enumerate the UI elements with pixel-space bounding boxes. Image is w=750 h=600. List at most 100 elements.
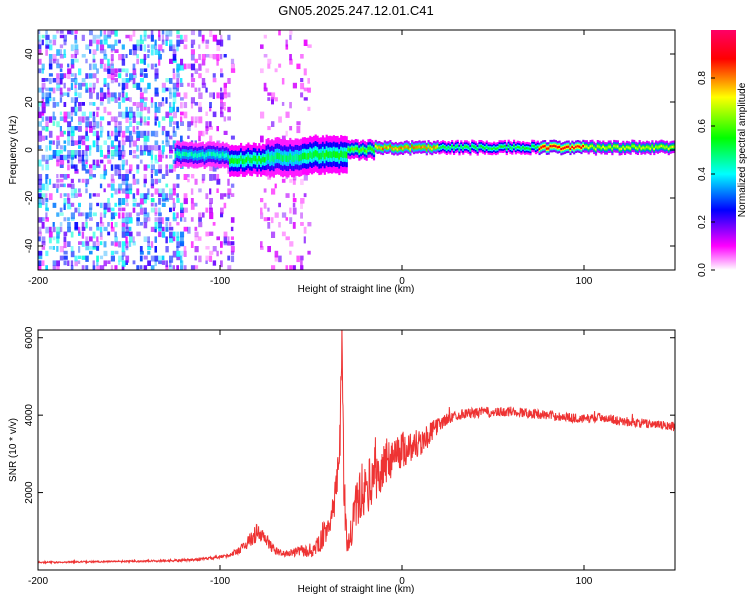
spectrogram-noise-cell: [227, 34, 231, 41]
spectrogram-noise-cell: [143, 145, 148, 152]
spectrogram-noise-cell: [169, 30, 173, 37]
spectrogram-noise-cell: [223, 102, 226, 107]
spectrogram-noise-cell: [132, 178, 137, 185]
spectrogram-noise-cell: [85, 44, 90, 50]
spectrogram-noise-cell: [169, 92, 173, 99]
spectrogram-noise-cell: [74, 82, 77, 89]
spectrogram-noise-cell: [180, 97, 184, 101]
spectrogram-noise-cell: [292, 193, 295, 198]
spectrogram-noise-cell: [147, 217, 151, 222]
spectrogram-noise-cell: [132, 130, 137, 135]
spectrogram-signal-cell: [614, 145, 618, 148]
spectrogram-noise-cell: [45, 135, 48, 140]
spectrogram-signal-cell: [376, 146, 379, 149]
spectrogram-noise-cell: [139, 97, 145, 103]
spectrogram-noise-cell: [121, 222, 126, 227]
spectrogram-noise-cell: [183, 92, 188, 99]
spectrogram-noise-cell: [205, 130, 209, 135]
spectrogram-signal-cell: [269, 155, 272, 163]
spectrogram-signal-cell: [200, 152, 203, 157]
spectrogram-signal-cell: [300, 154, 303, 161]
spectrogram-noise-cell: [45, 217, 49, 222]
spectrogram-noise-cell: [209, 207, 213, 213]
spectrogram-noise-cell: [180, 63, 185, 71]
spectrogram-noise-cell: [303, 226, 307, 234]
spectrogram-noise-cell: [278, 116, 282, 123]
spectrogram-noise-cell: [201, 78, 206, 85]
spectrogram-y-tick-label: -20: [24, 190, 35, 205]
spectrogram-noise-cell: [139, 92, 144, 99]
spectrogram-noise-cell: [139, 250, 144, 255]
spectrogram-noise-cell: [285, 265, 289, 270]
spectrogram-signal-cell: [294, 153, 297, 161]
spectrogram-noise-cell: [161, 150, 165, 155]
spectrogram-signal-cell: [445, 147, 448, 150]
spectrogram-noise-cell: [63, 217, 67, 222]
spectrogram-noise-cell: [103, 39, 108, 45]
spectrogram-noise-cell: [70, 159, 74, 167]
spectrogram-noise-cell: [85, 116, 90, 121]
spectrogram-noise-cell: [121, 198, 126, 205]
spectrogram-noise-cell: [78, 68, 82, 76]
spectrogram-noise-cell: [85, 145, 90, 151]
spectrogram-noise-cell: [212, 174, 217, 181]
spectrogram-noise-cell: [143, 236, 147, 242]
spectrogram-noise-cell: [67, 174, 70, 179]
spectrogram-noise-cell: [183, 34, 188, 42]
spectrogram-noise-cell: [205, 260, 208, 264]
spectrogram-noise-cell: [136, 212, 140, 217]
spectrogram-noise-cell: [216, 174, 220, 181]
spectrogram-noise-cell: [216, 178, 221, 185]
spectrogram-signal-cell: [653, 147, 656, 150]
spectrogram-signal-cell: [480, 145, 483, 148]
spectrogram-noise-cell: [38, 178, 43, 185]
spectrogram-signal-cell: [547, 147, 550, 150]
spectrogram-noise-cell: [154, 260, 157, 267]
spectrogram-noise-cell: [81, 135, 86, 140]
spectrogram-noise-cell: [172, 202, 176, 209]
spectrogram-noise-cell: [227, 178, 230, 186]
spectrogram-noise-cell: [220, 207, 224, 215]
spectrogram-signal-cell: [285, 155, 288, 162]
spectrogram-noise-cell: [150, 265, 155, 270]
spectrogram-noise-cell: [129, 164, 133, 172]
spectrogram-noise-cell: [205, 246, 210, 250]
spectrogram-noise-cell: [263, 217, 268, 222]
spectrogram-noise-cell: [161, 145, 165, 152]
spectrogram-y-tick-label: 0: [24, 147, 35, 153]
spectrogram-noise-cell: [74, 106, 78, 112]
spectrogram-signal-cell: [283, 154, 286, 161]
spectrogram-noise-cell: [45, 116, 49, 121]
spectrogram-noise-cell: [114, 135, 118, 142]
spectrogram-noise-cell: [158, 49, 161, 57]
spectrogram-noise-cell: [48, 44, 53, 51]
spectrogram-noise-cell: [307, 250, 311, 255]
spectrogram-noise-cell: [121, 92, 125, 98]
spectrogram-noise-cell: [74, 92, 78, 97]
spectrogram-noise-cell: [78, 207, 81, 214]
spectrogram-noise-cell: [169, 58, 174, 64]
spectrogram-noise-cell: [89, 111, 92, 118]
spectrogram-noise-cell: [103, 169, 108, 176]
spectrogram-noise-cell: [267, 58, 272, 65]
spectrogram-noise-cell: [125, 222, 129, 229]
spectrogram-noise-cell: [271, 188, 276, 195]
spectrogram-noise-cell: [176, 39, 181, 47]
spectrogram-signal-cell: [389, 145, 392, 148]
spectrogram-noise-cell: [52, 87, 56, 94]
spectrogram-signal-cell: [474, 146, 477, 149]
spectrogram-signal-cell: [363, 148, 366, 152]
spectrogram-noise-cell: [209, 121, 212, 127]
spectrogram-noise-cell: [158, 193, 163, 198]
spectrogram-signal-cell: [305, 153, 308, 160]
spectrogram-noise-cell: [70, 250, 75, 258]
spectrogram-noise-cell: [154, 68, 159, 76]
spectrogram-noise-cell: [136, 178, 140, 185]
spectrogram-signal-cell: [553, 144, 556, 147]
spectrogram-noise-cell: [172, 87, 177, 93]
spectrogram-noise-cell: [150, 169, 154, 174]
spectrogram-signal-cell: [582, 145, 585, 148]
spectrogram-noise-cell: [169, 135, 173, 140]
spectrogram-noise-cell: [220, 260, 223, 268]
spectrogram-noise-cell: [59, 30, 64, 34]
